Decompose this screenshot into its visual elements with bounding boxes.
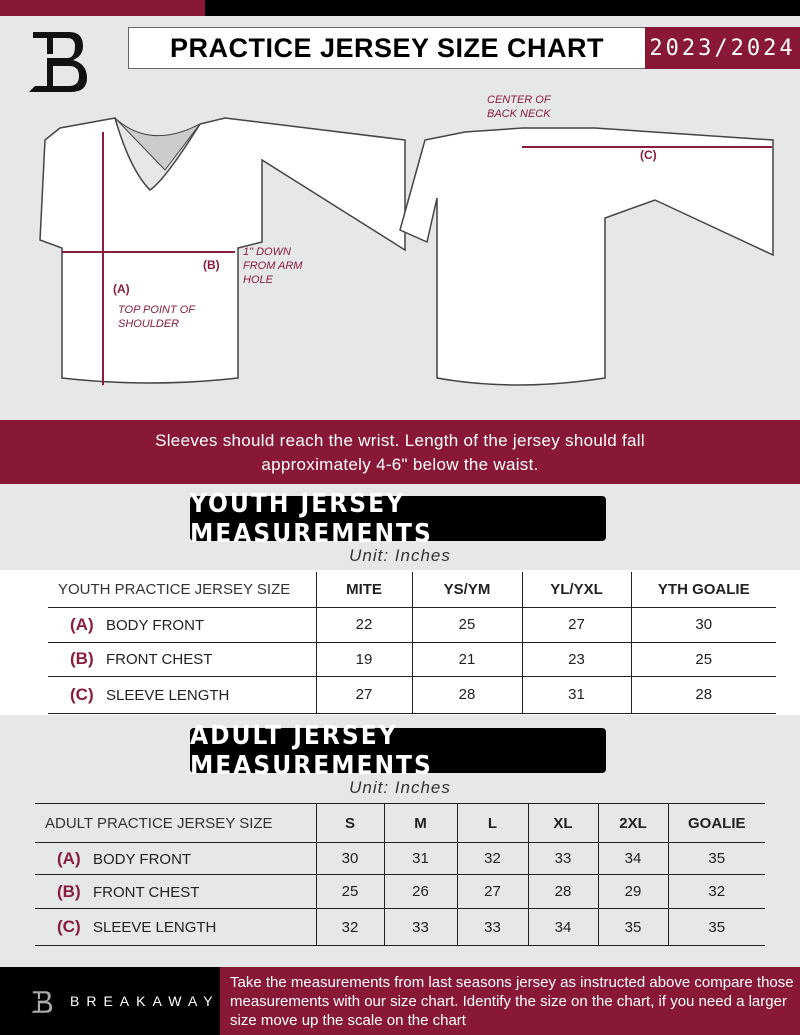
row-label: (B) FRONT CHEST — [57, 881, 200, 901]
cell: 30 — [630, 607, 776, 642]
table-row: (C) SLEEVE LENGTH 27 28 31 28 — [48, 676, 776, 713]
column-header: ADULT PRACTICE JERSEY SIZE — [45, 814, 273, 832]
row-label: (A) BODY FRONT — [70, 614, 205, 634]
cell: 27 — [456, 874, 528, 909]
column-header: YOUTH PRACTICE JERSEY SIZE — [58, 580, 291, 598]
column-header: M — [383, 803, 457, 843]
cell: 33 — [383, 908, 457, 946]
column-header: XL — [527, 803, 598, 843]
footer-logo-icon — [31, 991, 53, 1013]
table-row: (B) FRONT CHEST 25 26 27 28 29 32 — [35, 874, 765, 909]
cell: 29 — [597, 874, 668, 909]
label-c: (C) — [640, 148, 657, 162]
row-label: (A) BODY FRONT — [57, 848, 192, 868]
row-label: (C) SLEEVE LENGTH — [70, 684, 230, 704]
cell: 23 — [521, 642, 631, 676]
top-point-note: TOP POINT OF SHOULDER — [118, 304, 195, 330]
cell: 35 — [597, 908, 668, 946]
table-header-row: ADULT PRACTICE JERSEY SIZE S M L XL 2XL … — [35, 803, 765, 843]
column-header: GOALIE — [667, 803, 765, 843]
column-header: S — [315, 803, 384, 843]
youth-size-table: YOUTH PRACTICE JERSEY SIZE MITE YS/YM YL… — [48, 572, 776, 714]
row-label: (B) FRONT CHEST — [70, 649, 213, 668]
cell: 32 — [667, 874, 765, 909]
cell: 32 — [456, 842, 528, 875]
row-letter: (C) — [57, 917, 81, 936]
youth-unit: Unit: Inches — [349, 546, 451, 565]
season-label: 2023/2024 — [645, 27, 800, 69]
cell: 34 — [597, 842, 668, 875]
row-letter: (A) — [57, 848, 81, 868]
adult-size-table: ADULT PRACTICE JERSEY SIZE S M L XL 2XL … — [35, 803, 765, 946]
cell: 30 — [315, 842, 384, 875]
footer-brand-panel — [0, 967, 220, 1035]
column-header: YL/YXL — [521, 572, 631, 607]
banner-line-2: approximately 4-6" below the waist. — [261, 455, 539, 474]
label-a: (A) — [113, 282, 130, 296]
cell: 25 — [411, 607, 522, 642]
footer-instructions: Take the measurements from last seasons … — [220, 967, 800, 1035]
column-header: YTH GOALIE — [630, 572, 776, 607]
row-letter: (B) — [57, 881, 81, 901]
breakaway-logo-icon — [29, 32, 87, 92]
column-header: L — [456, 803, 528, 843]
center-back-neck-note: CENTER OF BACK NECK — [487, 94, 551, 120]
front-jersey-diagram — [39, 117, 406, 385]
adult-section-title: ADULT JERSEY MEASUREMENTS — [190, 721, 606, 781]
top-accent-bar — [0, 0, 205, 16]
table-row: (A) BODY FRONT 22 25 27 30 — [48, 607, 776, 642]
page-title: PRACTICE JERSEY SIZE CHART — [128, 27, 646, 69]
table-row: (C) SLEEVE LENGTH 32 33 33 34 35 35 — [35, 908, 765, 946]
cell: 21 — [411, 642, 522, 676]
row-letter: (C) — [70, 684, 94, 704]
cell: 33 — [456, 908, 528, 946]
top-black-bar — [205, 0, 800, 16]
column-header: MITE — [315, 572, 412, 607]
banner-line-1: Sleeves should reach the wrist. Length o… — [155, 431, 645, 450]
cell: 34 — [527, 908, 598, 946]
back-jersey-diagram — [399, 127, 774, 386]
table-row: (A) BODY FRONT 30 31 32 33 34 35 — [35, 842, 765, 875]
cell: 31 — [383, 842, 457, 875]
row-label: (C) SLEEVE LENGTH — [57, 917, 217, 936]
cell: 32 — [315, 908, 384, 946]
column-header: YS/YM — [411, 572, 522, 607]
column-header: 2XL — [597, 803, 668, 843]
adult-unit: Unit: Inches — [349, 778, 451, 797]
cell: 33 — [527, 842, 598, 875]
cell: 28 — [527, 874, 598, 909]
cell: 27 — [521, 607, 631, 642]
table-row: (B) FRONT CHEST 19 21 23 25 — [48, 642, 776, 676]
cell: 28 — [411, 676, 522, 713]
table-header-row: YOUTH PRACTICE JERSEY SIZE MITE YS/YM YL… — [48, 572, 776, 607]
cell: 35 — [667, 842, 765, 875]
arm-hole-note: 1" DOWN FROM ARM HOLE — [243, 246, 303, 286]
cell: 35 — [667, 908, 765, 946]
cell: 25 — [630, 642, 776, 676]
cell: 26 — [383, 874, 457, 909]
cell: 28 — [630, 676, 776, 713]
row-letter: (B) — [70, 649, 94, 668]
row-letter: (A) — [70, 614, 94, 634]
cell: 27 — [315, 676, 412, 713]
cell: 25 — [315, 874, 384, 909]
cell: 22 — [315, 607, 412, 642]
cell: 31 — [521, 676, 631, 713]
footer-brand-name: BREAKAWAY — [70, 993, 220, 1009]
cell: 19 — [315, 642, 412, 676]
youth-section-title: YOUTH JERSEY MEASUREMENTS — [190, 489, 606, 549]
instruction-banner: Sleeves should reach the wrist. Length o… — [0, 420, 800, 484]
label-b: (B) — [203, 258, 220, 272]
